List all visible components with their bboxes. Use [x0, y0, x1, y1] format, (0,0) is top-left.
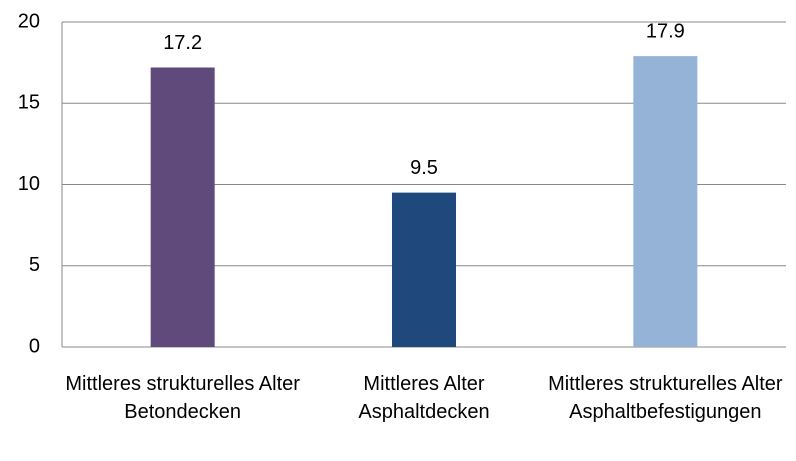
- y-tick-label: 15: [18, 92, 40, 114]
- y-tick-label: 20: [18, 10, 40, 32]
- data-label: 17.2: [163, 32, 202, 54]
- y-tick-label: 5: [29, 254, 40, 276]
- y-tick-label: 10: [18, 173, 40, 195]
- bar: [633, 56, 698, 347]
- y-tick-label: 0: [29, 335, 40, 357]
- x-tick-label: Mittleres strukturelles Alter Asphaltbef…: [548, 373, 783, 423]
- data-label: 9.5: [410, 157, 438, 179]
- bar: [150, 67, 215, 347]
- data-label: 17.9: [646, 20, 685, 42]
- x-tick-label: Mittleres Alter Asphaltdecken: [358, 373, 490, 423]
- bar: [392, 192, 456, 347]
- x-tick-label: Mittleres strukturelles Alter Betondecke…: [65, 373, 300, 423]
